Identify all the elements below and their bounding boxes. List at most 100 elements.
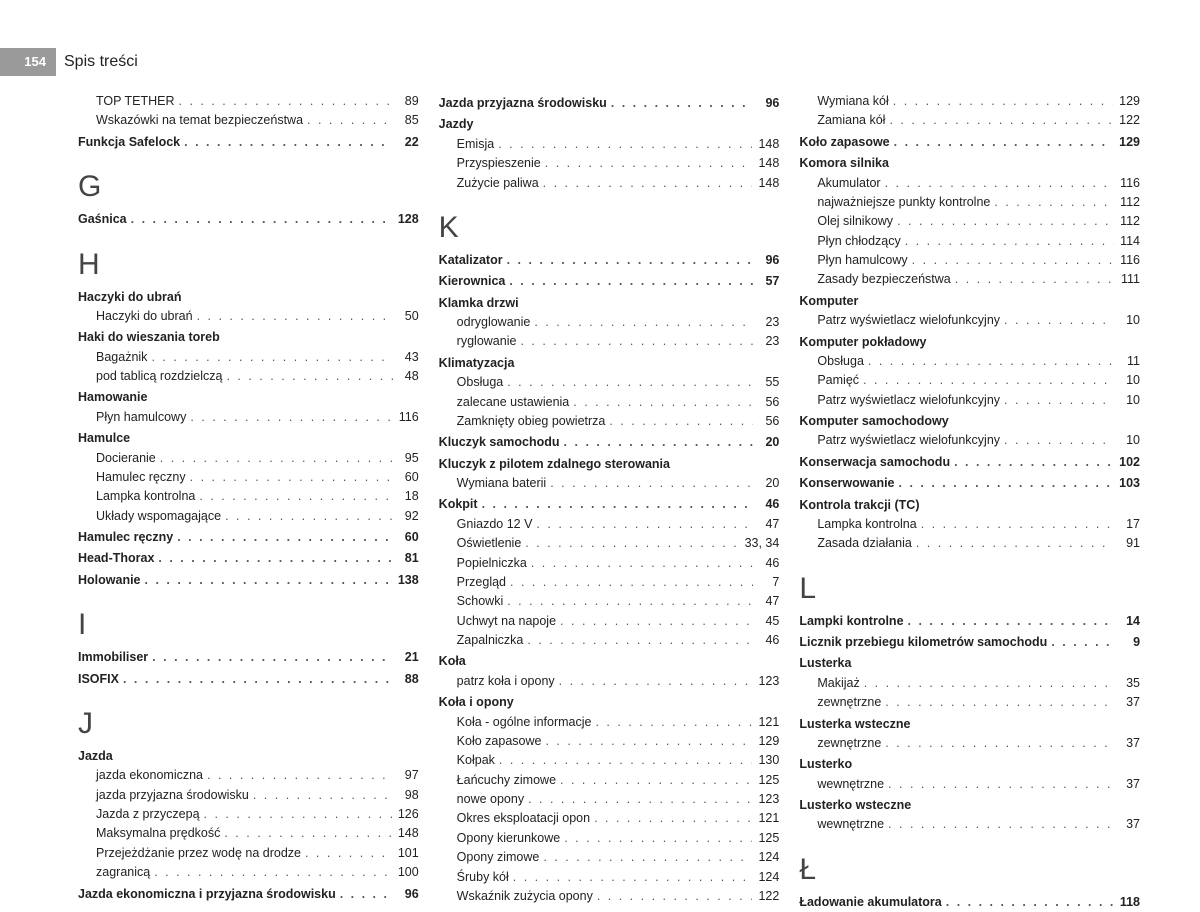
index-entry: Funkcja Safelock22 [78, 133, 419, 152]
entry-page: 100 [392, 863, 419, 882]
entry-label: Opony zimowe [457, 848, 544, 867]
entry-page: 37 [1114, 734, 1140, 753]
entry-label: Popielniczka [457, 554, 531, 573]
entry-label: Gaśnica [78, 210, 131, 229]
entry-label: Zasada działania [817, 534, 916, 553]
entry-page: 50 [393, 307, 419, 326]
entry-page: 129 [1113, 92, 1140, 111]
entry-label: Wskazówki na temat bezpieczeństwa [96, 111, 307, 130]
index-entry: jazda przyjazna środowisku98 [78, 786, 419, 805]
index-entry: Kontrola trakcji (TC) [799, 496, 1140, 515]
entry-label: Maksymalna prędkość [96, 824, 224, 843]
index-columns: TOP TETHER 89 Wskazówki na temat bezpiecze… [0, 92, 1140, 912]
entry-label: Płyn hamulcowy [96, 408, 190, 427]
index-entry: nowe opony123 [439, 790, 780, 809]
entry-label: Pamięć [817, 371, 863, 390]
index-entry: zalecane ustawienia56 [439, 393, 780, 412]
entry-page: 121 [752, 713, 779, 732]
entry-page: 55 [753, 373, 779, 392]
entry-page: 114 [1114, 232, 1140, 251]
entry-page: 60 [393, 528, 419, 547]
index-entry: Kokpit46 [439, 495, 780, 514]
entry-page: 7 [753, 573, 779, 592]
entry-page: 57 [753, 272, 779, 291]
entry-label: jazda przyjazna środowisku [96, 786, 253, 805]
entry-label: Przyspieszenie [457, 154, 545, 173]
entry-label: zagranicą [96, 863, 154, 882]
index-entry: Zamiana kół122 [799, 111, 1140, 130]
entry-label: Obsługa [457, 373, 508, 392]
entry-label: Układy wspomagające [96, 507, 225, 526]
entry-page: 46 [753, 631, 779, 650]
entry-label: Olej silnikowy [817, 212, 897, 231]
index-entry: zagranicą 100 [78, 863, 419, 882]
entry-page: 148 [752, 174, 779, 193]
entry-page: 9 [1114, 633, 1140, 652]
entry-page: 148 [752, 154, 779, 173]
entry-label: Hamulce [78, 429, 134, 448]
entry-label: Lusterko wsteczne [799, 796, 915, 815]
entry-label: Kokpit [439, 495, 482, 514]
index-entry: Hamowanie [78, 388, 419, 407]
section-letter: J [78, 707, 419, 741]
entry-label: Łańcuchy zimowe [457, 771, 560, 790]
index-entry: Jazdy [439, 115, 780, 134]
entry-page: 10 [1114, 431, 1140, 450]
index-entry: TOP TETHER 89 [78, 92, 419, 111]
entry-page: 116 [1114, 251, 1140, 270]
entry-label: Patrz wyświetlacz wielofunkcyjny [817, 311, 1004, 330]
entry-label: Bagażnik [96, 348, 151, 367]
entry-label: najważniejsze punkty kontrolne [817, 193, 994, 212]
index-entry: Patrz wyświetlacz wielofunkcyjny10 [799, 431, 1140, 450]
entry-label: Jazdy [439, 115, 478, 134]
entry-page: 18 [393, 487, 419, 506]
entry-page: 121 [752, 809, 779, 828]
entry-page: 89 [393, 92, 419, 111]
index-entry: Koła [439, 652, 780, 671]
entry-page: 37 [1114, 775, 1140, 794]
entry-label: zewnętrzne [817, 734, 885, 753]
entry-label: TOP TETHER [96, 92, 179, 111]
entry-page: 81 [393, 549, 419, 568]
entry-label: Katalizator [439, 251, 507, 270]
index-entry: Makijaż35 [799, 674, 1140, 693]
entry-label: zalecane ustawienia [457, 393, 574, 412]
index-column-1: TOP TETHER 89 Wskazówki na temat bezpiecze… [78, 92, 419, 912]
entry-page: 47 [753, 515, 779, 534]
entry-label: Funkcja Safelock [78, 133, 184, 152]
index-entry: Immobiliser21 [78, 648, 419, 667]
index-entry: Obsługa11 [799, 352, 1140, 371]
section-letter: I [78, 608, 419, 642]
index-entry: Akumulator116 [799, 174, 1140, 193]
entry-page: 112 [1114, 212, 1140, 231]
entry-label: Przejeżdżanie przez wodę na drodze [96, 844, 305, 863]
index-entry: Maksymalna prędkość148 [78, 824, 419, 843]
index-entry: ISOFIX88 [78, 670, 419, 689]
entry-page: 96 [753, 94, 779, 113]
entry-label: Makijaż [817, 674, 863, 693]
index-entry: jazda ekonomiczna97 [78, 766, 419, 785]
entry-label: Head-Thorax [78, 549, 158, 568]
index-entry: Komputer samochodowy [799, 412, 1140, 431]
entry-label: Ładowanie akumulatora [799, 893, 945, 912]
index-entry: Kluczyk samochodu20 [439, 433, 780, 452]
index-entry: Kołpak130 [439, 751, 780, 770]
entry-page: 10 [1114, 391, 1140, 410]
index-entry: Haczyki do ubrań50 [78, 307, 419, 326]
index-entry: Przegląd7 [439, 573, 780, 592]
index-entry: patrz koła i opony123 [439, 672, 780, 691]
entry-page: 97 [393, 766, 419, 785]
entry-label: Koła [439, 652, 470, 671]
index-entry: Hamulec ręczny 60 [78, 528, 419, 547]
index-entry: wewnętrzne37 [799, 775, 1140, 794]
entry-page: 92 [393, 507, 419, 526]
entry-label: Hamulec ręczny [78, 528, 177, 547]
index-entry: Zamknięty obieg powietrza56 [439, 412, 780, 431]
entry-label: Koło zapasowe [457, 732, 546, 751]
section-letter: K [439, 211, 780, 245]
index-entry: Układy wspomagające 92 [78, 507, 419, 526]
index-entry: Wymiana kół129 [799, 92, 1140, 111]
entry-label: Konserwacja samochodu [799, 453, 954, 472]
entry-page: 129 [752, 732, 779, 751]
entry-page: 23 [753, 313, 779, 332]
